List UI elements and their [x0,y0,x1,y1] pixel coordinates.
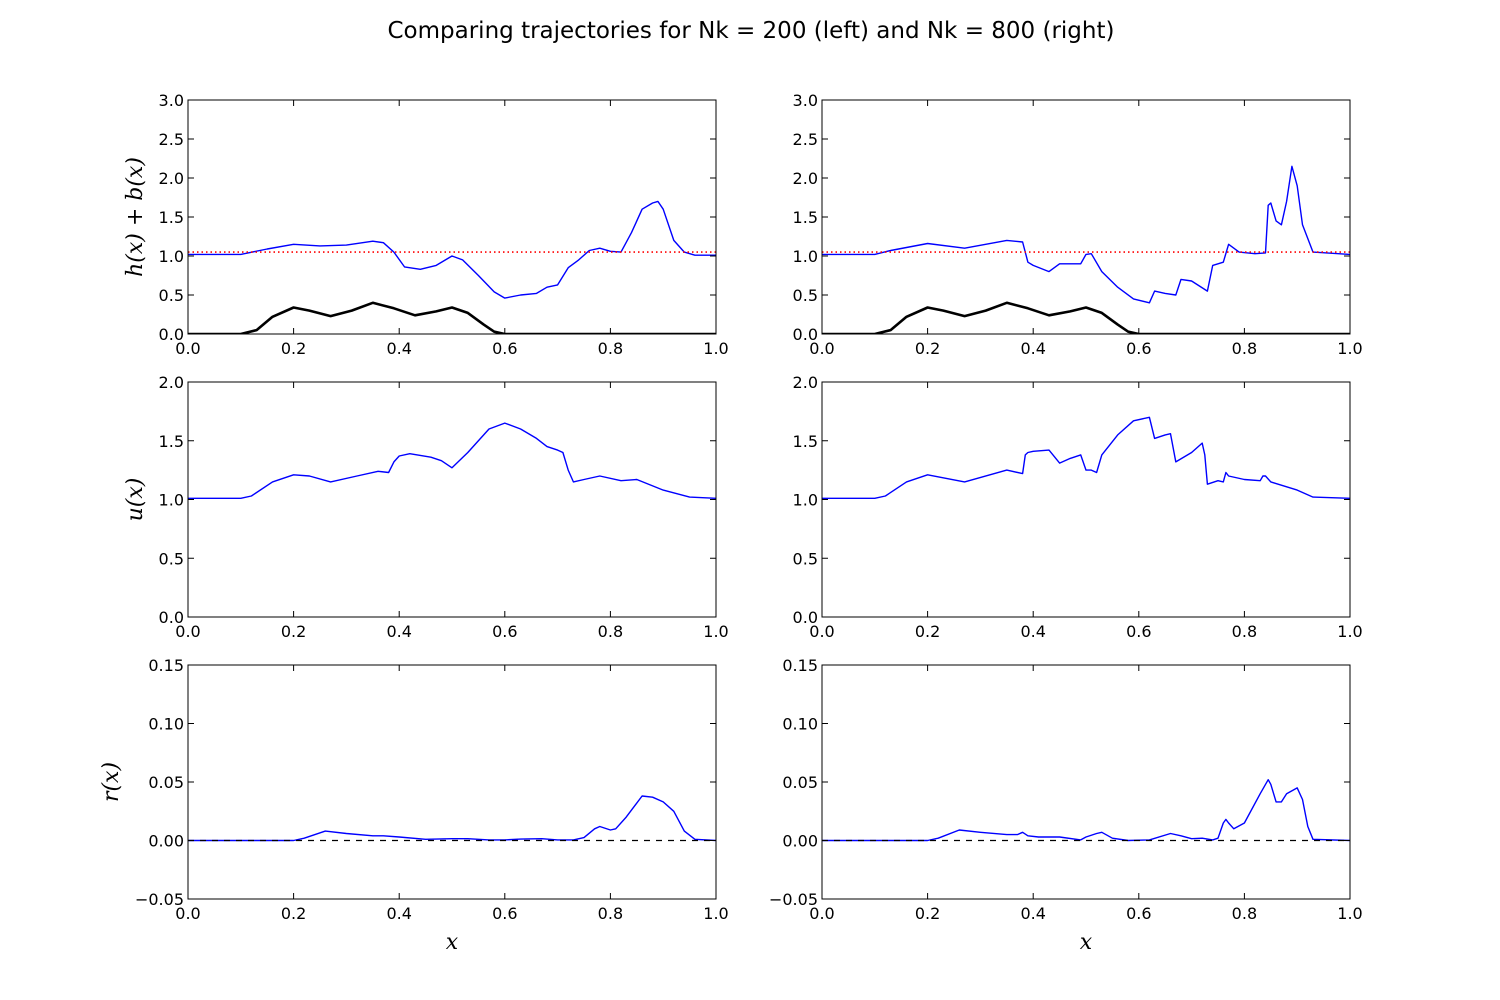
r-line-left-bottom [188,795,716,842]
y-tick-label: 1.5 [159,432,184,451]
plot-area-left-top [188,200,716,334]
y-tick-label: 3.0 [793,91,818,110]
y-tick-label: 1.0 [793,491,818,510]
velocity-line-right-middle [822,416,1350,499]
x-tick-label: 1.0 [703,339,728,358]
r-line-right-bottom [822,779,1350,842]
x-tick-label: 0.2 [915,904,940,923]
x-tick-label: 0.8 [598,622,623,641]
y-tick-label: 1.0 [159,247,184,266]
x-tick-label: 0.0 [809,339,834,358]
y-tick-label: 0.0 [159,608,184,627]
surface-line-left-top [188,200,716,299]
x-tick-label: 0.6 [1126,904,1151,923]
x-tick-label: 0.2 [281,904,306,923]
y-tick-label: 0.0 [793,608,818,627]
x-tick-label: 0.0 [809,622,834,641]
x-tick-label: 0.6 [492,622,517,641]
x-tick-label: 0.8 [1232,339,1257,358]
plot-area-left-bottom [188,795,716,842]
plot-area-left-middle [188,422,716,499]
y-tick-label: 0.5 [159,549,184,568]
x-tick-label: 0.4 [1020,622,1045,641]
plot-area-right-middle [822,416,1350,499]
x-tick-label: 0.6 [1126,622,1151,641]
x-tick-label: 0.0 [175,339,200,358]
x-tick-label: 0.4 [386,904,411,923]
y-tick-label: 0.05 [148,773,184,792]
y-axis-label: r(x) [99,762,124,802]
x-tick-label: 0.2 [281,622,306,641]
figure-title: Comparing trajectories for Nk = 200 (lef… [388,18,1115,44]
y-tick-label: 1.0 [159,491,184,510]
x-tick-label: 0.0 [175,904,200,923]
x-tick-label: 0.2 [281,339,306,358]
subplot-right-top: 0.0 0.2 0.4 0.6 0.8 1.0 0.0 0.5 1.0 1.5 2.0 2.5 3.0 [793,91,1363,358]
y-tick-label: −0.05 [769,890,818,909]
y-tick-label: −0.05 [135,890,184,909]
y-tick-label: 0.0 [793,325,818,344]
y-tick-label: 0.5 [159,286,184,305]
y-tick-label: 0.10 [148,715,184,734]
y-tick-label: 0.0 [159,325,184,344]
x-tick-label: 0.6 [492,339,517,358]
x-tick-label: 0.6 [1126,339,1151,358]
y-tick-label: 1.5 [159,208,184,227]
y-tick-label: 0.15 [148,656,184,675]
y-axis-label: h(x) + b(x) [123,157,148,277]
plot-area-right-bottom [822,779,1350,842]
y-tick-label: 1.5 [793,432,818,451]
y-tick-label: 2.0 [793,169,818,188]
x-tick-label: 0.2 [915,339,940,358]
bed-line-right-top [822,301,1350,334]
x-axis-label: x [446,930,459,955]
y-tick-label: 2.0 [793,373,818,392]
x-axis-label: x [1080,930,1093,955]
subplot-right-middle: 0.0 0.2 0.4 0.6 0.8 1.0 0.0 0.5 1.0 1.5 2.0 [793,373,1363,641]
bed-line-left-top [188,301,716,334]
x-tick-label: 0.4 [386,339,411,358]
subplot-grid: 0.0 0.2 0.4 0.6 0.8 1.0 0.0 0.5 1.0 1.5 2.0 2.5 3.0 h… [99,91,1363,955]
x-tick-label: 0.4 [1020,339,1045,358]
plot-area-right-top [822,165,1350,334]
subplot-left-top: 0.0 0.2 0.4 0.6 0.8 1.0 0.0 0.5 1.0 1.5 2.0 2.5 3.0 h… [123,91,729,358]
subplot-right-bottom: 0.0 0.2 0.4 0.6 0.8 1.0 −0.05 0.00 0.05 0.10 0.15 x [769,656,1363,955]
y-tick-label: 0.00 [782,832,818,851]
x-tick-label: 0.4 [386,622,411,641]
x-tick-label: 1.0 [703,904,728,923]
subplot-left-middle: 0.0 0.2 0.4 0.6 0.8 1.0 0.0 0.5 1.0 1.5 2.0 u(x) [123,373,729,641]
y-tick-label: 2.0 [159,169,184,188]
y-tick-label: 0.05 [782,773,818,792]
y-tick-label: 2.0 [159,373,184,392]
x-tick-label: 0.4 [1020,904,1045,923]
x-tick-label: 0.0 [809,904,834,923]
y-tick-label: 1.0 [793,247,818,266]
y-tick-label: 0.00 [148,832,184,851]
y-tick-label: 2.5 [793,130,818,149]
subplot-left-bottom: 0.0 0.2 0.4 0.6 0.8 1.0 −0.05 0.00 0.05 0.10 0.15 r… [99,656,729,955]
x-tick-label: 0.2 [915,622,940,641]
x-tick-label: 1.0 [1337,339,1362,358]
x-tick-label: 0.8 [598,339,623,358]
y-axis-label: u(x) [123,478,148,522]
y-tick-label: 0.15 [782,656,818,675]
x-tick-label: 0.0 [175,622,200,641]
x-tick-label: 1.0 [703,622,728,641]
x-tick-label: 1.0 [1337,904,1362,923]
velocity-line-left-middle [188,422,716,499]
x-tick-label: 0.6 [492,904,517,923]
x-tick-label: 0.8 [1232,622,1257,641]
y-tick-label: 1.5 [793,208,818,227]
y-tick-label: 0.10 [782,715,818,734]
y-tick-label: 0.5 [793,549,818,568]
y-tick-label: 3.0 [159,91,184,110]
y-tick-label: 2.5 [159,130,184,149]
x-tick-label: 1.0 [1337,622,1362,641]
x-tick-label: 0.8 [598,904,623,923]
x-tick-label: 0.8 [1232,904,1257,923]
y-tick-label: 0.5 [793,286,818,305]
